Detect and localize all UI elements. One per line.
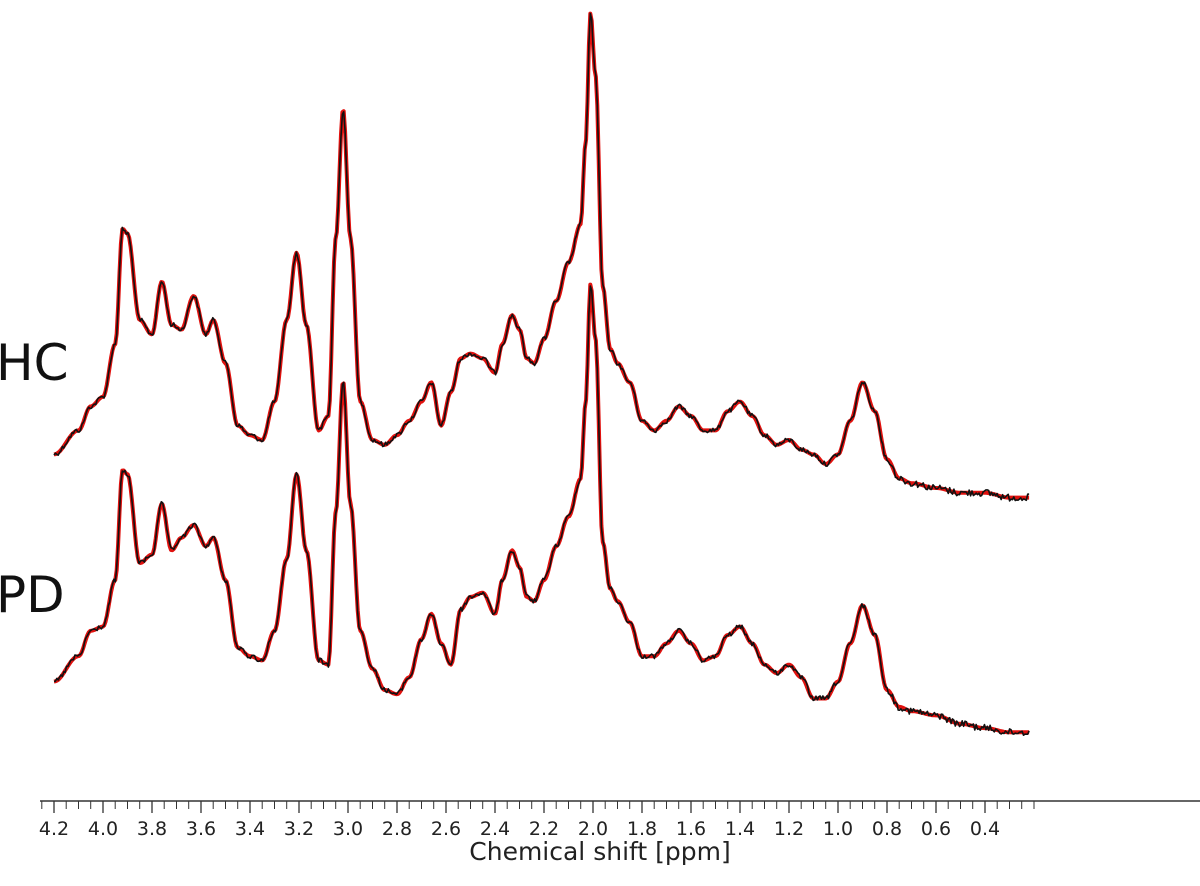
- x-tick-label: 0.8: [872, 818, 902, 840]
- traces-layer: [53, 11, 1030, 737]
- x-tick-label: 1.0: [823, 818, 853, 840]
- x-tick-label: 4.0: [88, 818, 118, 840]
- x-tick-label: 2.0: [578, 818, 608, 840]
- x-tick-label: 0.6: [921, 818, 951, 840]
- x-tick-label: 3.2: [284, 818, 314, 840]
- measured-trace-pd: [53, 285, 1030, 737]
- spectrum-label-pd: PD: [0, 566, 65, 624]
- x-tick-label: 2.2: [529, 818, 559, 840]
- fit-trace-pd: [53, 282, 1030, 735]
- x-tick-label: 1.4: [725, 818, 755, 840]
- x-tick-label: 3.4: [235, 818, 265, 840]
- x-tick-label: 2.4: [480, 818, 510, 840]
- fit-trace-hc: [53, 11, 1030, 500]
- x-tick-label: 0.4: [970, 818, 1000, 840]
- spectrum-label-hc: HC: [0, 334, 69, 392]
- x-tick-label: 2.8: [382, 818, 412, 840]
- x-tick-label: 1.2: [774, 818, 804, 840]
- x-tick-label: 3.8: [137, 818, 167, 840]
- x-tick-label: 1.6: [676, 818, 706, 840]
- x-tick-label: 2.6: [431, 818, 461, 840]
- x-tick-label: 3.0: [333, 818, 363, 840]
- x-axis-title: Chemical shift [ppm]: [469, 837, 730, 866]
- x-axis: 4.2 4.0 3.8 3.6 3.4 3.2 3.0 2.8 2.6 2.4 2.2 2.0 1.8 1…: [39, 800, 1200, 840]
- x-tick-label: 3.6: [186, 818, 216, 840]
- x-tick-label: 4.2: [39, 818, 69, 840]
- measured-trace-hc: [53, 12, 1030, 502]
- x-tick-label: 1.8: [627, 818, 657, 840]
